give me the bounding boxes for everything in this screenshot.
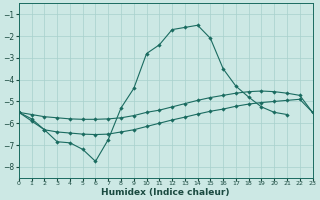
X-axis label: Humidex (Indice chaleur): Humidex (Indice chaleur): [101, 188, 230, 197]
